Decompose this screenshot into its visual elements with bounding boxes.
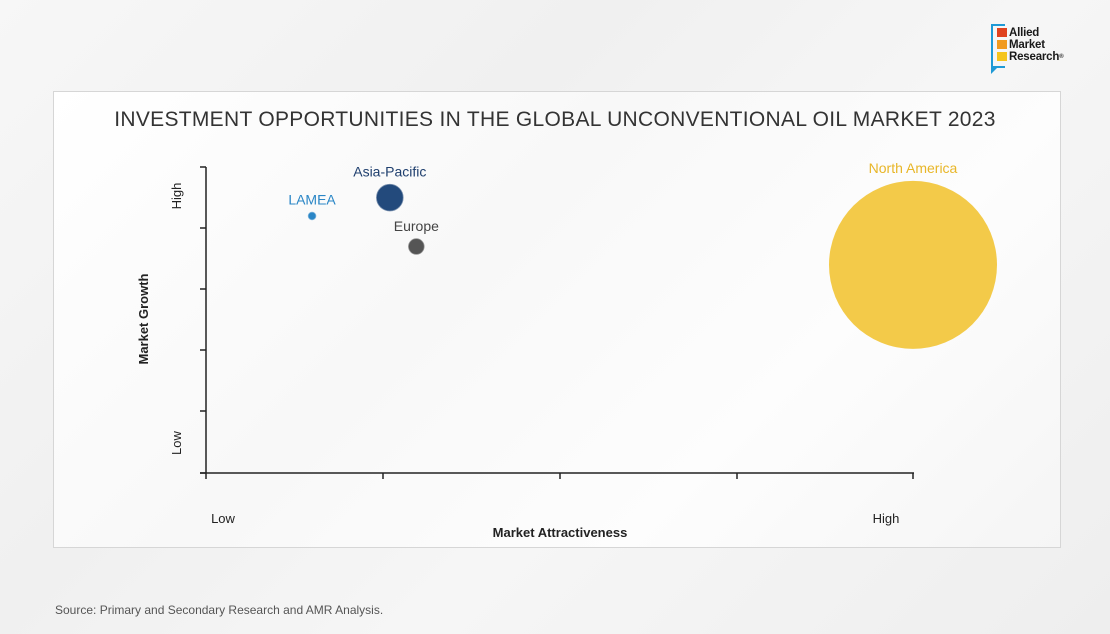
bubble-label-europe: Europe <box>394 218 439 234</box>
bubble-series: LAMEA Asia-Pacific Europe North America <box>288 160 997 349</box>
logo-orange-square-icon <box>997 40 1007 49</box>
logo-red-square-icon <box>997 28 1007 37</box>
x-axis <box>200 472 914 479</box>
x-low-label: Low <box>211 511 235 526</box>
y-low-label: Low <box>169 430 184 454</box>
allied-market-research-logo: Allied Market Research® <box>989 20 1089 78</box>
y-axis-title: Market Growth <box>136 273 151 364</box>
bubble-north-america <box>829 180 997 349</box>
x-axis-title: Market Attractiveness <box>493 525 628 540</box>
bubble-asia-pacific <box>376 183 404 212</box>
x-high-label: High <box>873 511 900 526</box>
chart-title: INVESTMENT OPPORTUNITIES IN THE GLOBAL U… <box>114 108 996 131</box>
source-note: Source: Primary and Secondary Research a… <box>55 603 384 617</box>
bubble-label-lamea: LAMEA <box>288 191 336 207</box>
bubble-label-asia-pacific: Asia-Pacific <box>353 164 426 180</box>
bubble-label-north-america: North America <box>869 160 958 176</box>
y-high-label: High <box>169 183 184 210</box>
logo-text-line1: Allied <box>1009 27 1040 39</box>
logo-text-line2: Market <box>1009 39 1045 51</box>
bubble-lamea <box>307 211 317 221</box>
y-axis <box>200 166 207 474</box>
logo-tail-icon <box>991 66 999 74</box>
bubble-europe <box>408 238 425 255</box>
logo-text-line3: Research® <box>1009 51 1064 63</box>
logo-yellow-square-icon <box>997 52 1007 61</box>
